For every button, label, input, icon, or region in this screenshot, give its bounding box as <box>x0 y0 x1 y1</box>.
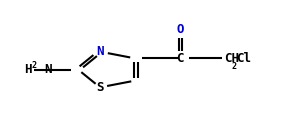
Text: O: O <box>177 23 184 36</box>
Text: C: C <box>177 52 184 65</box>
Text: S: S <box>96 81 104 94</box>
Text: 2: 2 <box>32 60 37 70</box>
Text: N: N <box>96 45 104 58</box>
Text: Cl: Cl <box>236 52 251 65</box>
Text: 2: 2 <box>232 62 237 71</box>
Text: CH: CH <box>224 52 239 65</box>
Text: N: N <box>44 63 51 76</box>
Text: H: H <box>24 63 32 76</box>
